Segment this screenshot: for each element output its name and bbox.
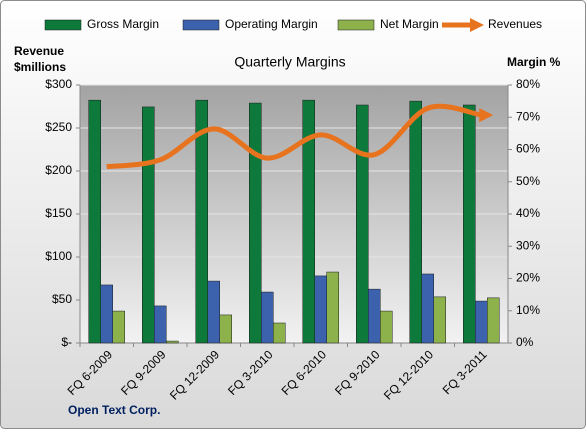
y2-tick-label: 60% (516, 142, 540, 156)
y-tick-label: $150 (45, 206, 72, 220)
bar (154, 305, 167, 344)
legend-arrow (470, 18, 484, 32)
bar (302, 99, 315, 344)
bar (356, 104, 369, 344)
bar (88, 99, 101, 344)
y2-tick-label: 40% (516, 206, 540, 220)
bar (219, 314, 232, 344)
y2-tick-label: 20% (516, 271, 540, 285)
bar (475, 300, 488, 344)
y-tick-label: $- (61, 335, 72, 349)
y-tick-label: $50 (52, 292, 72, 306)
bar (409, 100, 422, 344)
y2-tick-label: 10% (516, 303, 540, 317)
y2-tick-label: 80% (516, 77, 540, 91)
bar (463, 104, 476, 344)
bar (314, 275, 327, 344)
legend-swatch (182, 19, 220, 31)
bar (112, 310, 125, 344)
legend-label: Gross Margin (87, 17, 159, 31)
chart-title: Quarterly Margins (234, 54, 345, 70)
legend-label: Operating Margin (225, 17, 318, 31)
y2-tick-label: 70% (516, 109, 540, 123)
bar (261, 291, 274, 344)
bar (273, 322, 286, 344)
y-tick-label: $300 (45, 77, 72, 91)
source: Open Text Corp. (68, 403, 160, 417)
y-tick-label: $250 (45, 120, 72, 134)
y2-tick-label: 50% (516, 174, 540, 188)
y2-axis-label: Margin % (507, 55, 561, 69)
y-tick-label: $100 (45, 249, 72, 263)
bar (207, 280, 220, 344)
bar (433, 296, 446, 344)
bar (326, 271, 339, 344)
y2-tick-label: 0% (516, 335, 534, 349)
y2-tick-label: 30% (516, 238, 540, 252)
line (106, 103, 482, 170)
legend-label: Revenues (488, 17, 542, 31)
line-arrow (479, 108, 494, 123)
bar (380, 310, 393, 344)
y-tick-label: $200 (45, 163, 72, 177)
bar (421, 273, 434, 344)
bar (487, 297, 500, 344)
bar (100, 284, 113, 344)
legend-swatch (44, 19, 82, 31)
legend-swatch (337, 19, 375, 31)
bar (195, 99, 208, 344)
y-axis-label: Revenue (14, 44, 64, 58)
legend-label: Net Margin (380, 17, 439, 31)
bar (142, 106, 155, 344)
bar (249, 102, 262, 344)
y-axis-label: $millions (14, 60, 66, 74)
bar (368, 288, 381, 344)
bar (166, 340, 179, 344)
